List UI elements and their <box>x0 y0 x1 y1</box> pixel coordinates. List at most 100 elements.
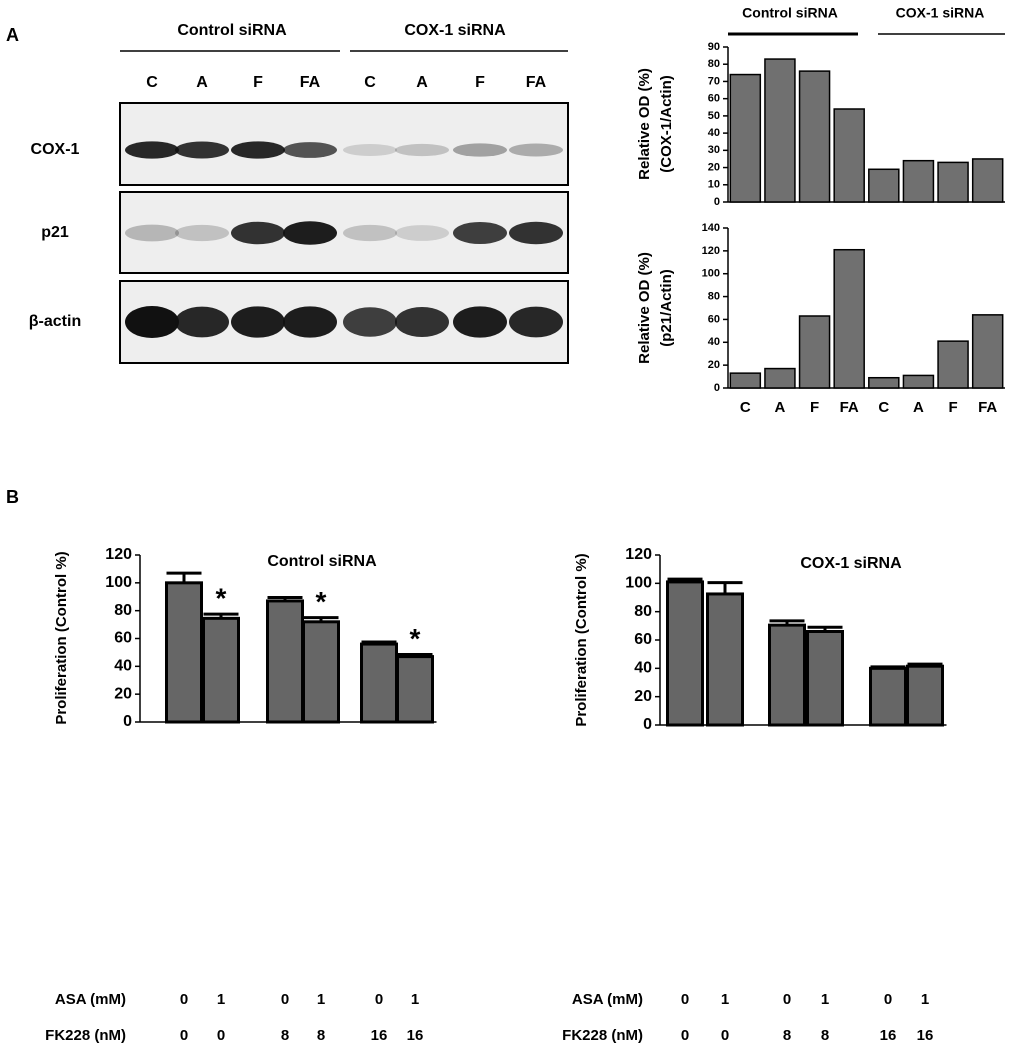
x-row-value: 8 <box>317 1027 325 1044</box>
bar <box>266 599 304 724</box>
x-row-value: 1 <box>921 991 929 1008</box>
band <box>231 306 285 338</box>
lane-label: F <box>475 74 485 91</box>
y-tick-label: 20 <box>114 685 132 702</box>
bar <box>906 664 944 727</box>
x-row-value: 0 <box>217 1027 225 1044</box>
x-row-value: 1 <box>217 991 225 1008</box>
bar <box>833 108 865 203</box>
y-tick-label: 70 <box>708 75 720 87</box>
x-row-label: ASA (mM) <box>55 991 126 1008</box>
y-tick-label: 20 <box>634 688 652 705</box>
bar <box>869 666 907 727</box>
x-row-value: 16 <box>917 1027 934 1044</box>
x-row-value: 0 <box>180 991 188 1008</box>
x-tick-label: A <box>913 399 924 416</box>
band <box>453 306 507 338</box>
lane-label: C <box>146 74 158 91</box>
y-tick-label: 80 <box>708 58 720 70</box>
lane-label: FA <box>526 74 547 91</box>
band <box>395 143 449 157</box>
band <box>343 224 397 242</box>
bar <box>798 70 831 203</box>
band <box>453 143 507 157</box>
bar <box>764 367 796 389</box>
x-row-value: 16 <box>371 1027 388 1044</box>
y-tick-label: 0 <box>643 716 652 733</box>
bar <box>302 620 340 724</box>
y-tick-label: 90 <box>708 41 720 53</box>
x-row-value: 0 <box>783 991 791 1008</box>
x-row-value: 8 <box>783 1027 791 1044</box>
bar <box>868 168 900 203</box>
band <box>509 221 563 245</box>
bar <box>396 655 434 724</box>
x-row-value: 0 <box>681 1027 689 1044</box>
bar <box>868 376 900 389</box>
bar <box>360 642 398 724</box>
band <box>453 221 507 245</box>
y-axis-label: (p21/Actin) <box>658 269 675 347</box>
bar <box>833 248 865 389</box>
band <box>509 306 563 338</box>
bar <box>971 158 1004 203</box>
y-tick-label: 30 <box>708 144 720 156</box>
bar <box>729 73 762 203</box>
x-tick-label: A <box>775 399 786 416</box>
y-tick-label: 100 <box>625 575 652 592</box>
y-tick-label: 0 <box>714 382 720 394</box>
bar <box>706 592 744 727</box>
y-axis-label: Proliferation (Control %) <box>573 553 590 726</box>
y-tick-label: 120 <box>105 546 132 563</box>
panel-label: B <box>6 487 19 507</box>
band <box>175 141 229 159</box>
x-row-value: 0 <box>375 991 383 1008</box>
bar <box>971 314 1004 389</box>
x-tick-label: C <box>878 399 889 416</box>
row-label: p21 <box>41 224 69 241</box>
panel-label: A <box>6 25 19 45</box>
significance-mark: * <box>216 583 227 614</box>
y-tick-label: 100 <box>702 268 720 280</box>
band <box>343 307 397 337</box>
x-row-value: 16 <box>880 1027 897 1044</box>
x-row-value: 0 <box>884 991 892 1008</box>
x-row-value: 0 <box>681 991 689 1008</box>
bar <box>937 161 969 203</box>
y-tick-label: 20 <box>708 161 720 173</box>
band <box>231 221 285 245</box>
band <box>395 225 449 241</box>
band <box>283 221 337 245</box>
y-axis-label: Proliferation (Control %) <box>53 551 70 724</box>
western-blot: Control siRNA COX-1 siRNA C A F FA C A F FA COX-1 p… <box>29 22 569 364</box>
x-tick-label: C <box>740 399 751 416</box>
group-label: COX-1 siRNA <box>404 22 506 39</box>
band <box>175 306 229 338</box>
lane-label: A <box>416 74 428 91</box>
x-row-value: 1 <box>317 991 325 1008</box>
y-axis-label: Relative OD (%) <box>636 252 653 364</box>
bar <box>937 340 969 389</box>
bar <box>165 581 203 724</box>
y-axis-label: (COX-1/Actin) <box>658 75 675 173</box>
lane-label: A <box>196 74 208 91</box>
band <box>343 144 397 156</box>
y-tick-label: 80 <box>114 602 132 619</box>
bar <box>768 623 806 727</box>
band <box>231 141 285 159</box>
chart-title: Control siRNA <box>267 553 377 570</box>
bar <box>902 374 935 389</box>
y-tick-label: 80 <box>634 603 652 620</box>
y-tick-label: 120 <box>702 245 720 257</box>
group-label: COX-1 siRNA <box>896 5 985 21</box>
group-label: Control siRNA <box>742 5 838 21</box>
x-row-value: 1 <box>821 991 829 1008</box>
y-tick-label: 60 <box>114 630 132 647</box>
y-axis-label: Relative OD (%) <box>636 68 653 180</box>
y-tick-label: 80 <box>708 290 720 302</box>
bar <box>806 630 844 727</box>
x-row-value: 1 <box>411 991 419 1008</box>
y-tick-label: 40 <box>634 660 652 677</box>
y-tick-label: 0 <box>123 713 132 730</box>
